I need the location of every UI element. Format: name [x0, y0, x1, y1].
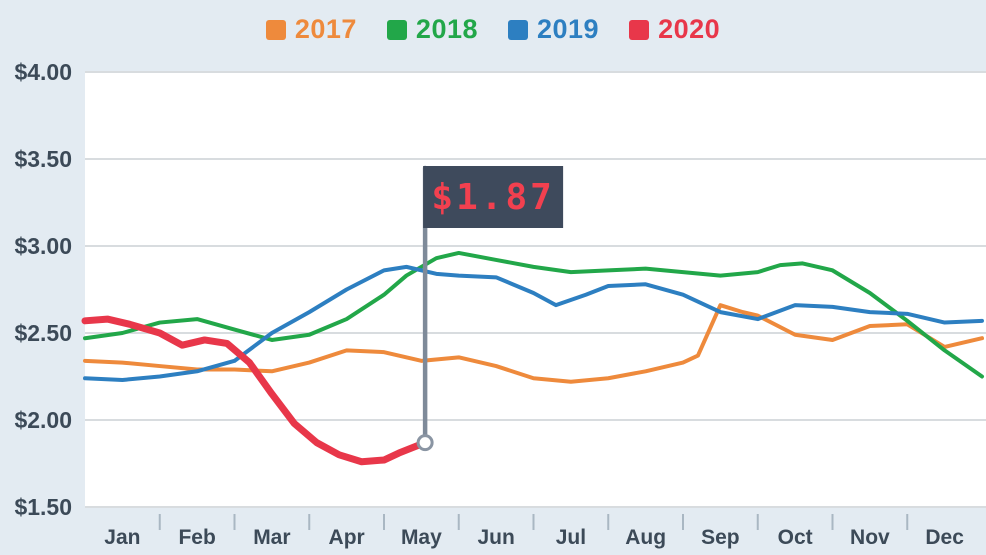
current-price-marker	[416, 434, 434, 452]
legend-swatch-2020	[629, 19, 650, 40]
series-line-2020	[81, 315, 429, 466]
x-axis-label: Jan	[104, 526, 140, 549]
x-axis-label: Jul	[556, 526, 586, 549]
x-axis-label: Nov	[850, 526, 890, 549]
y-axis-label: $3.00	[14, 233, 72, 259]
y-axis-label: $2.00	[14, 407, 72, 433]
legend-label-2020: 2020	[658, 14, 721, 44]
legend-item-2018: 2018	[386, 14, 478, 45]
y-axis-label: $1.50	[14, 494, 72, 520]
x-axis-label: Apr	[329, 526, 365, 549]
y-axis-label: $3.50	[14, 146, 72, 172]
x-axis-label: Mar	[253, 526, 290, 549]
plot-area	[85, 72, 986, 507]
x-axis-label: Dec	[925, 526, 964, 549]
y-axis-label: $2.50	[14, 320, 72, 346]
series-line-2018	[83, 250, 984, 379]
x-axis-label: Aug	[625, 526, 666, 549]
x-axis-label: Jun	[477, 526, 514, 549]
chart-legend: 2017 2018 2019 2020	[0, 14, 986, 45]
y-axis-label: $4.00	[14, 59, 72, 85]
series-line-2019	[83, 264, 984, 382]
legend-swatch-2017	[265, 19, 286, 40]
price-flag	[423, 166, 564, 228]
series-line-2017	[83, 303, 984, 384]
x-axis-label: May	[401, 526, 442, 549]
x-axis-label: Oct	[778, 526, 813, 549]
legend-item-2019: 2019	[508, 14, 599, 45]
x-axis-label: Feb	[178, 526, 215, 549]
legend-item-2017: 2017	[265, 14, 357, 45]
x-axis-label: Sep	[701, 526, 740, 549]
legend-label-2018: 2018	[415, 14, 478, 44]
legend-swatch-2018	[386, 19, 407, 40]
legend-item-2020: 2020	[629, 14, 720, 45]
legend-label-2019: 2019	[537, 14, 600, 44]
price-flag-value: $1.87	[431, 177, 554, 218]
legend-label-2017: 2017	[294, 14, 357, 44]
legend-swatch-2019	[508, 19, 528, 40]
